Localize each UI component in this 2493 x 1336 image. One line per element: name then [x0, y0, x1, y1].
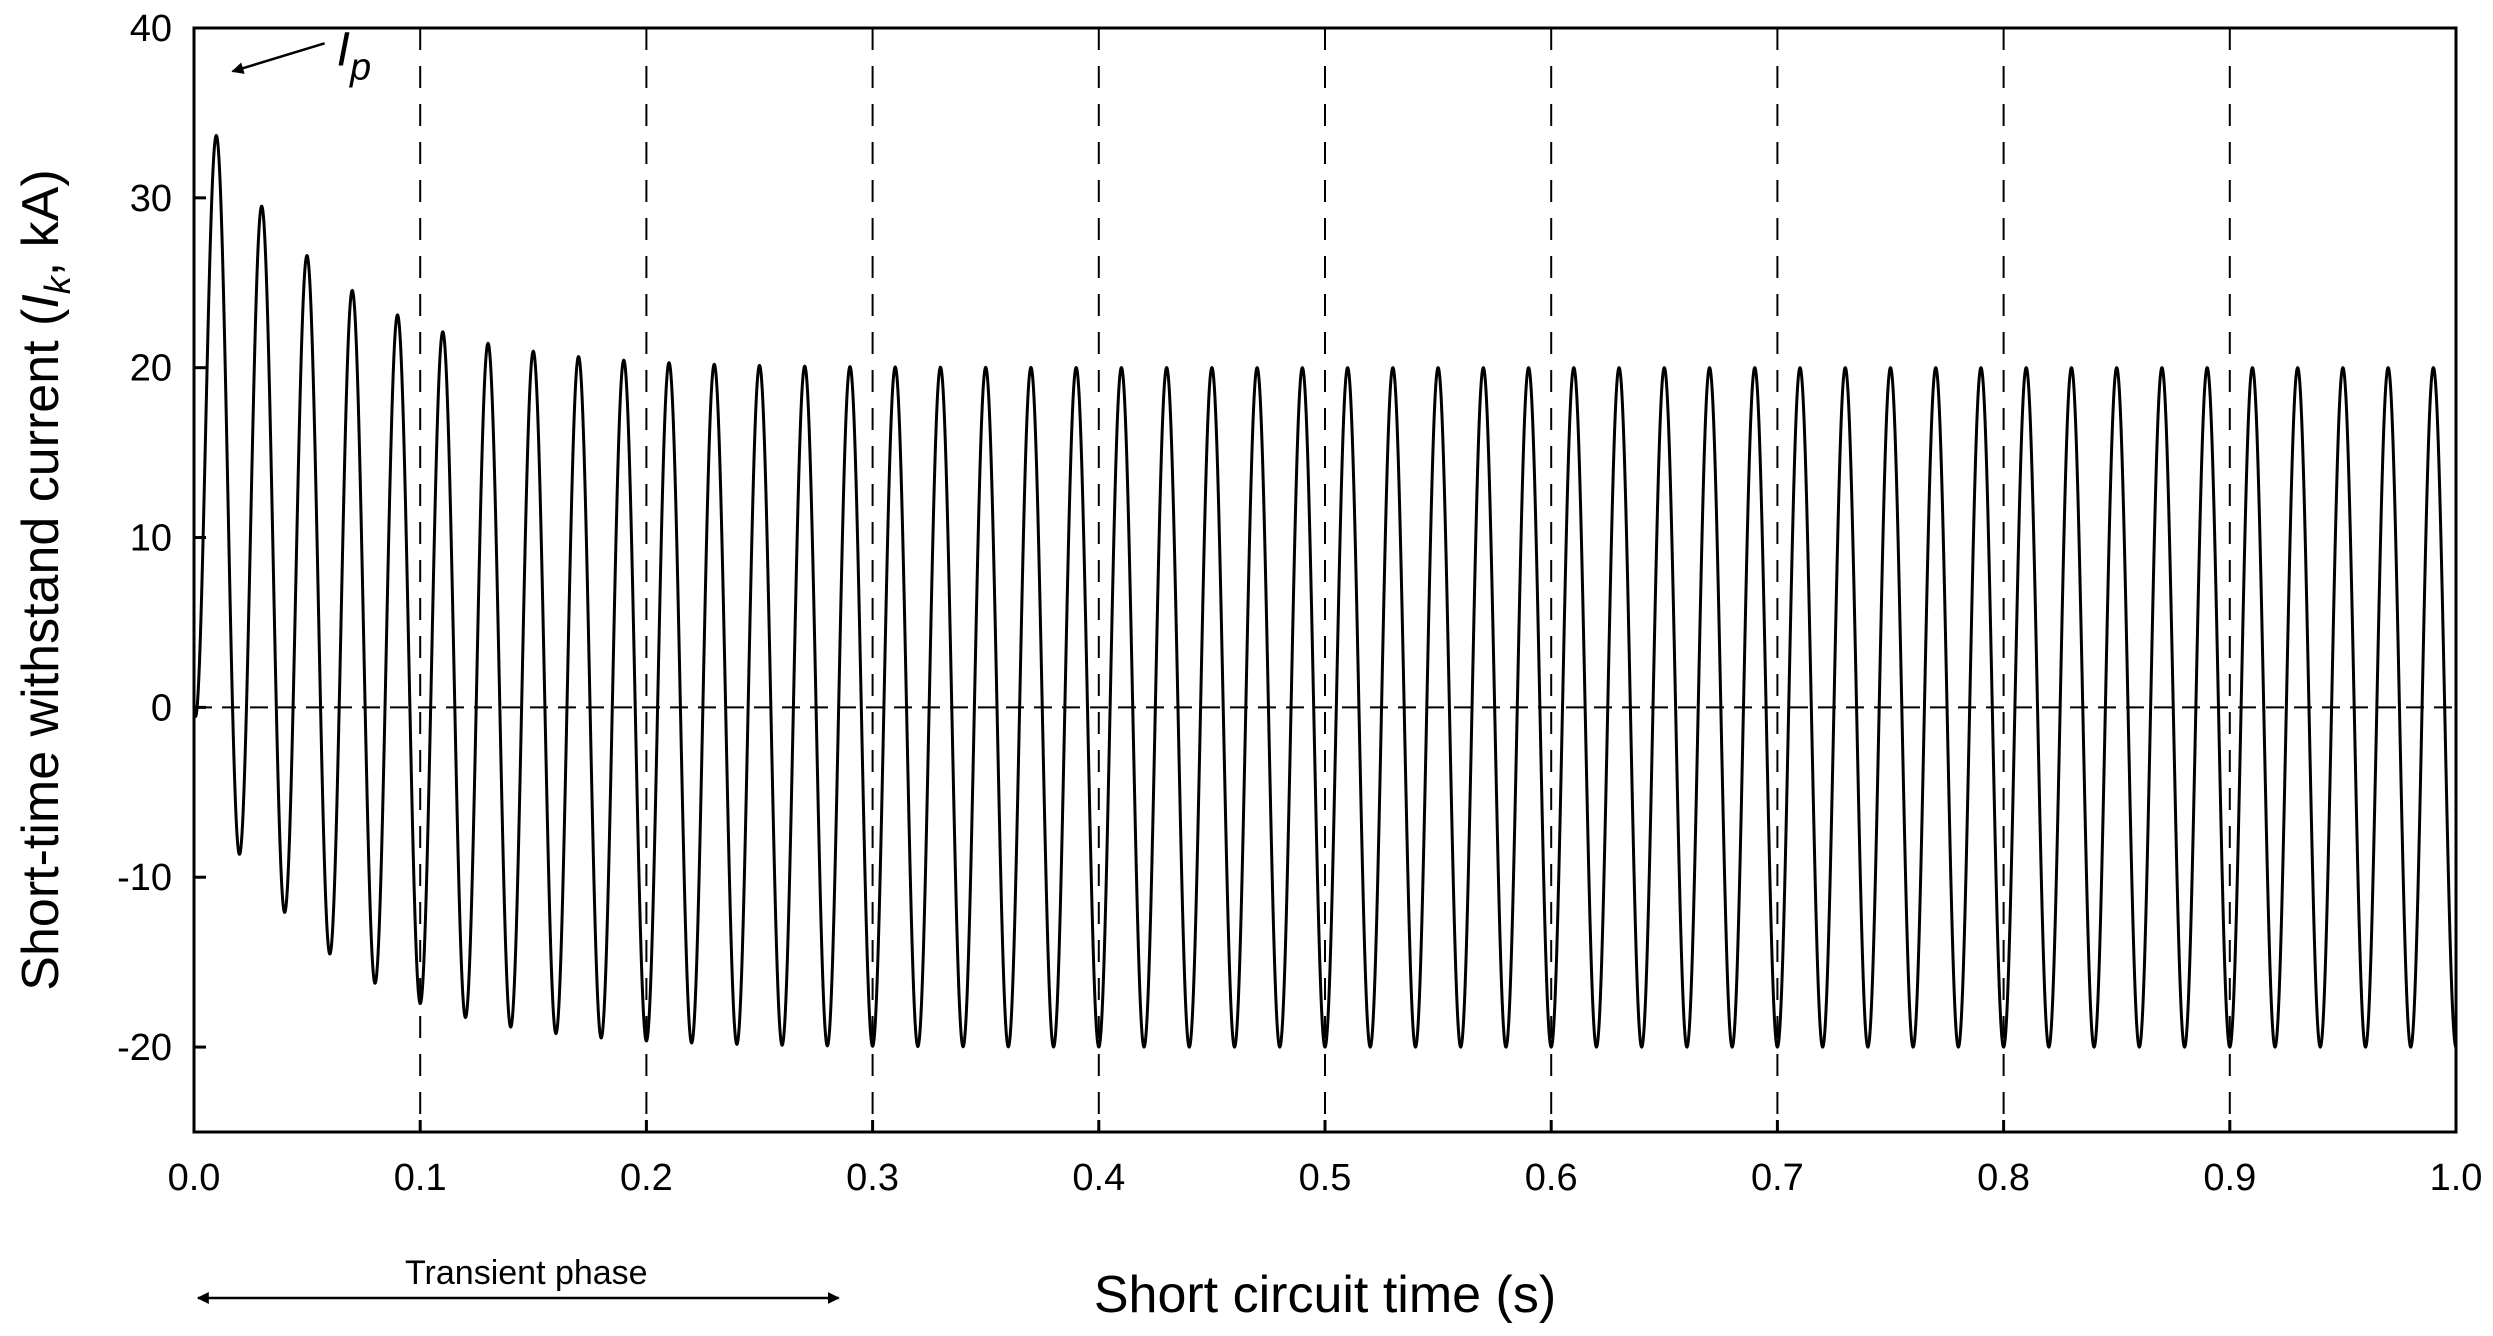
x-tick-label-6: 0.6 — [1525, 1157, 1578, 1199]
grid-lines — [194, 28, 2456, 1132]
trough-point-5 — [464, 987, 466, 989]
y-tick-label-2: 0 — [151, 687, 172, 729]
x-tick-label-5: 0.5 — [1299, 1157, 1352, 1199]
y-tick-label-4: 20 — [130, 348, 172, 390]
x-axis-title: Short circuit time (s) — [1094, 1266, 1556, 1324]
peak-point-17 — [985, 363, 987, 365]
x-tick-label-7: 0.7 — [1751, 1157, 1804, 1199]
peak-point-1 — [261, 139, 263, 141]
axis-ticks — [192, 26, 2458, 1132]
y-tick-label-1: -10 — [117, 857, 172, 899]
x-tick-label-9: 0.9 — [2203, 1157, 2256, 1199]
peak-point-0 — [216, 64, 218, 66]
transient-phase-label: Transient phase — [405, 1254, 648, 1292]
y-axis-title-symbol: I — [12, 294, 70, 308]
trough-point-2 — [329, 903, 331, 905]
series-layer — [192, 64, 2458, 1049]
peak-point-15 — [894, 362, 896, 364]
y-axis-title-suffix: , kA) — [12, 169, 70, 276]
y-axis-title-subscript: k — [37, 274, 78, 294]
y-axis-title: Short-time withstand current (Ik, kA) — [12, 169, 78, 990]
peak-point-11 — [713, 350, 715, 352]
series-line-current — [192, 134, 2458, 1049]
peak-point-12 — [759, 353, 761, 355]
peak-point-14 — [849, 358, 851, 360]
y-tick-label-0: -20 — [117, 1027, 172, 1069]
x-tick-label-10: 1.0 — [2430, 1157, 2483, 1199]
y-tick-label-3: 10 — [130, 518, 172, 560]
trough-point-7 — [555, 1014, 557, 1016]
peak-point-8 — [578, 333, 580, 335]
peak-point-10 — [668, 346, 670, 348]
peak-point-4 — [397, 266, 399, 268]
x-tick-label-2: 0.2 — [620, 1157, 673, 1199]
y-tick-label-5: 30 — [130, 178, 172, 220]
peak-point-5 — [442, 290, 444, 292]
y-axis-title-prefix: Short-time withstand current ( — [12, 308, 70, 991]
peak-point-7 — [532, 323, 534, 325]
y-tick-label-6: 40 — [130, 8, 172, 50]
x-tick-label-1: 0.1 — [394, 1157, 447, 1199]
peak-point-9 — [623, 341, 625, 343]
annotations: Ip Transient phase — [196, 23, 840, 1304]
trough-point-1 — [283, 856, 285, 858]
peak-label: Ip — [337, 23, 371, 88]
x-tick-label-8: 0.8 — [1977, 1157, 2030, 1199]
peak-point-6 — [487, 309, 489, 311]
trough-point-4 — [419, 968, 421, 970]
x-tick-label-0: 0.0 — [168, 1157, 221, 1199]
trough-point-0 — [238, 791, 240, 793]
trough-point-6 — [510, 1002, 512, 1004]
peak-point-2 — [306, 193, 308, 195]
peak-point-16 — [939, 363, 941, 365]
peak-arrow — [231, 42, 325, 74]
peak-label-symbol: I — [337, 23, 350, 76]
peak-point-13 — [804, 357, 806, 359]
x-tick-label-4: 0.4 — [1072, 1157, 1125, 1199]
trough-point-3 — [374, 941, 376, 943]
tick-labels: 0.0 0.1 0.2 0.3 0.4 0.5 0.6 0.7 0.8 0.9 1.0 -20 -10 0… — [117, 8, 2482, 1199]
peak-label-subscript: p — [349, 46, 371, 88]
x-tick-label-3: 0.3 — [846, 1157, 899, 1199]
peak-point-3 — [351, 236, 353, 238]
